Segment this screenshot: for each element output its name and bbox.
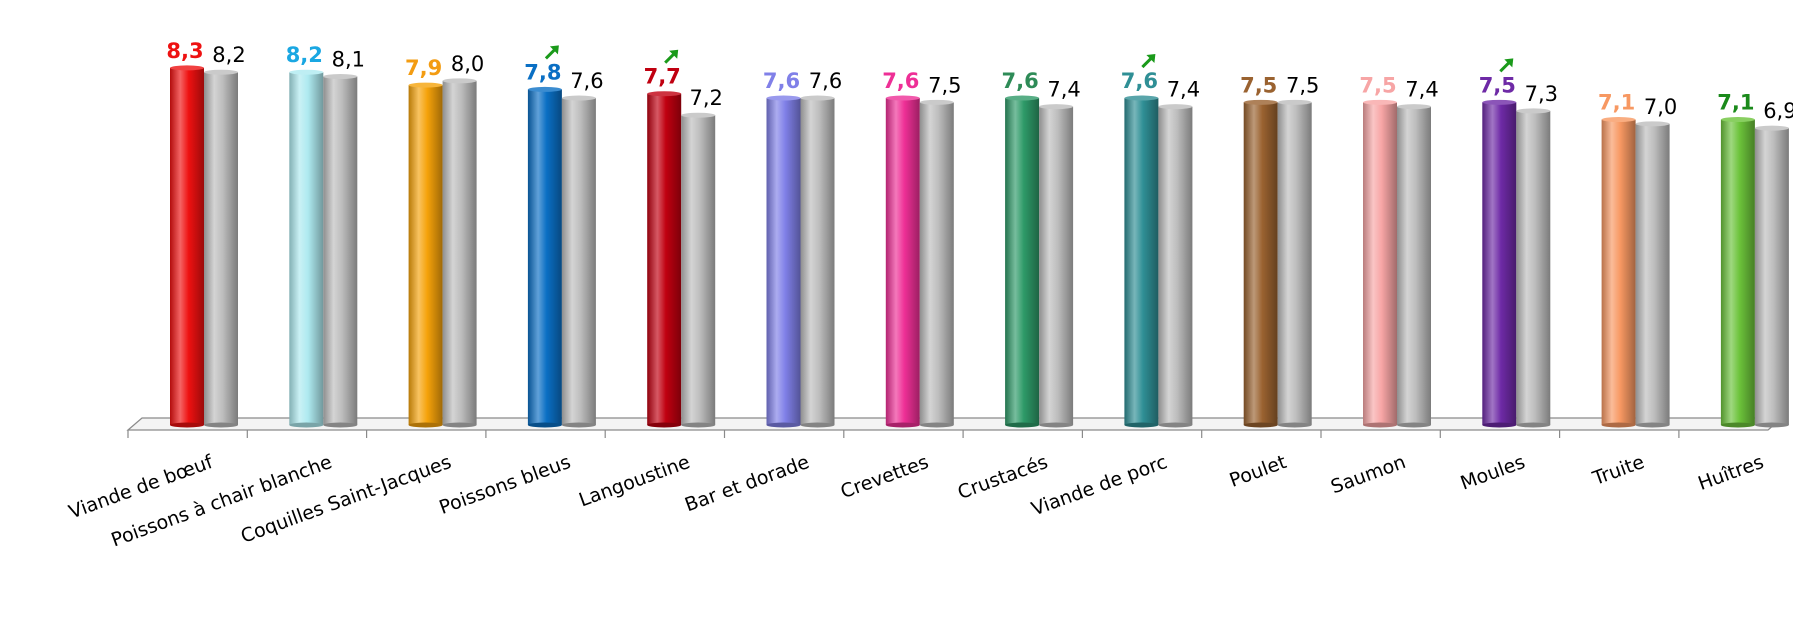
data-label-previous: 7,2	[689, 86, 722, 110]
bar-previous	[1039, 104, 1074, 428]
category-label: Poissons à chair blanche	[108, 451, 335, 551]
data-label-previous: 7,5	[928, 73, 961, 97]
bar-current	[1243, 99, 1278, 428]
bar-current	[1005, 95, 1040, 428]
bar-previous	[1754, 125, 1789, 428]
data-label-current: 7,9	[405, 56, 442, 80]
bar-current	[1720, 117, 1755, 428]
data-label-current: 7,6	[1001, 69, 1038, 93]
bar-previous	[1635, 121, 1670, 428]
bar-current	[289, 69, 324, 428]
bar-previous	[1516, 108, 1551, 428]
bar-current	[1124, 95, 1159, 428]
bar-current	[527, 86, 562, 428]
data-label-current: 7,1	[1717, 91, 1754, 115]
bar-current	[1601, 117, 1636, 428]
data-label-previous: 7,0	[1644, 95, 1677, 119]
data-label-current: 7,8	[524, 60, 561, 84]
data-label-current: 7,1	[1598, 91, 1635, 115]
data-label-previous: 7,3	[1525, 82, 1558, 106]
bar-previous	[1397, 104, 1431, 428]
data-label-previous: 8,2	[212, 43, 245, 67]
data-label-previous: 7,4	[1047, 78, 1080, 102]
bar-previous	[561, 95, 596, 428]
bar-previous	[323, 74, 358, 428]
data-label-current: 7,5	[1359, 73, 1396, 97]
bar-current	[1363, 99, 1397, 428]
category-label: Saumon	[1328, 451, 1409, 498]
category-label: Huîtres	[1695, 451, 1766, 495]
bar-previous	[1277, 99, 1312, 428]
data-label-current: 7,5	[1240, 73, 1277, 97]
bar-current	[1482, 99, 1517, 428]
category-label: Poissons bleus	[436, 451, 573, 519]
category-label: Crevettes	[838, 451, 932, 503]
data-label-previous: 7,4	[1167, 78, 1200, 102]
data-label-previous: 8,1	[332, 48, 365, 72]
category-label: Moules	[1458, 451, 1528, 495]
category-label: Viande de porc	[1029, 451, 1171, 520]
category-label: Poulet	[1227, 451, 1290, 492]
data-label-current: 7,6	[763, 69, 800, 93]
data-label-previous: 8,0	[451, 52, 484, 76]
chart-value-labels: 8,3 8,2 8,2 8,1 7,9 8,0 7,8 7,6 7,7 7,2 7,6 7,6 7,6 7…	[166, 39, 1793, 123]
trend-up-icon	[544, 45, 559, 60]
bar-current	[408, 82, 443, 428]
category-label: Coquilles Saint-Jacques	[238, 451, 454, 548]
data-label-previous: 6,9	[1763, 99, 1793, 123]
bar-previous	[204, 69, 238, 428]
data-label-current: 8,2	[286, 43, 323, 67]
category-label: Bar et dorade	[682, 451, 812, 516]
category-label: Langoustine	[576, 451, 693, 511]
trend-up-icon	[1141, 54, 1156, 69]
data-label-previous: 7,6	[809, 69, 842, 93]
data-label-current: 7,6	[882, 69, 919, 93]
trend-up-icon	[1499, 58, 1514, 73]
data-label-current: 7,7	[644, 65, 681, 89]
data-label-previous: 7,5	[1286, 73, 1319, 97]
trend-up-icon	[664, 49, 679, 64]
bar-previous	[1158, 104, 1193, 428]
data-label-previous: 7,6	[570, 69, 603, 93]
data-label-previous: 7,4	[1405, 78, 1438, 102]
bar-previous	[919, 99, 954, 428]
bar-current	[647, 91, 682, 428]
data-label-current: 7,5	[1479, 73, 1516, 97]
bar-previous	[800, 95, 835, 428]
bar-current	[885, 95, 920, 428]
data-label-current: 7,6	[1121, 69, 1158, 93]
chart-bars	[170, 65, 1789, 428]
bar-current	[170, 65, 204, 428]
bar-previous	[681, 112, 716, 428]
bar-previous	[442, 78, 477, 428]
category-label: Truite	[1589, 451, 1647, 490]
bar-current	[766, 95, 801, 428]
data-label-current: 8,3	[166, 39, 203, 63]
